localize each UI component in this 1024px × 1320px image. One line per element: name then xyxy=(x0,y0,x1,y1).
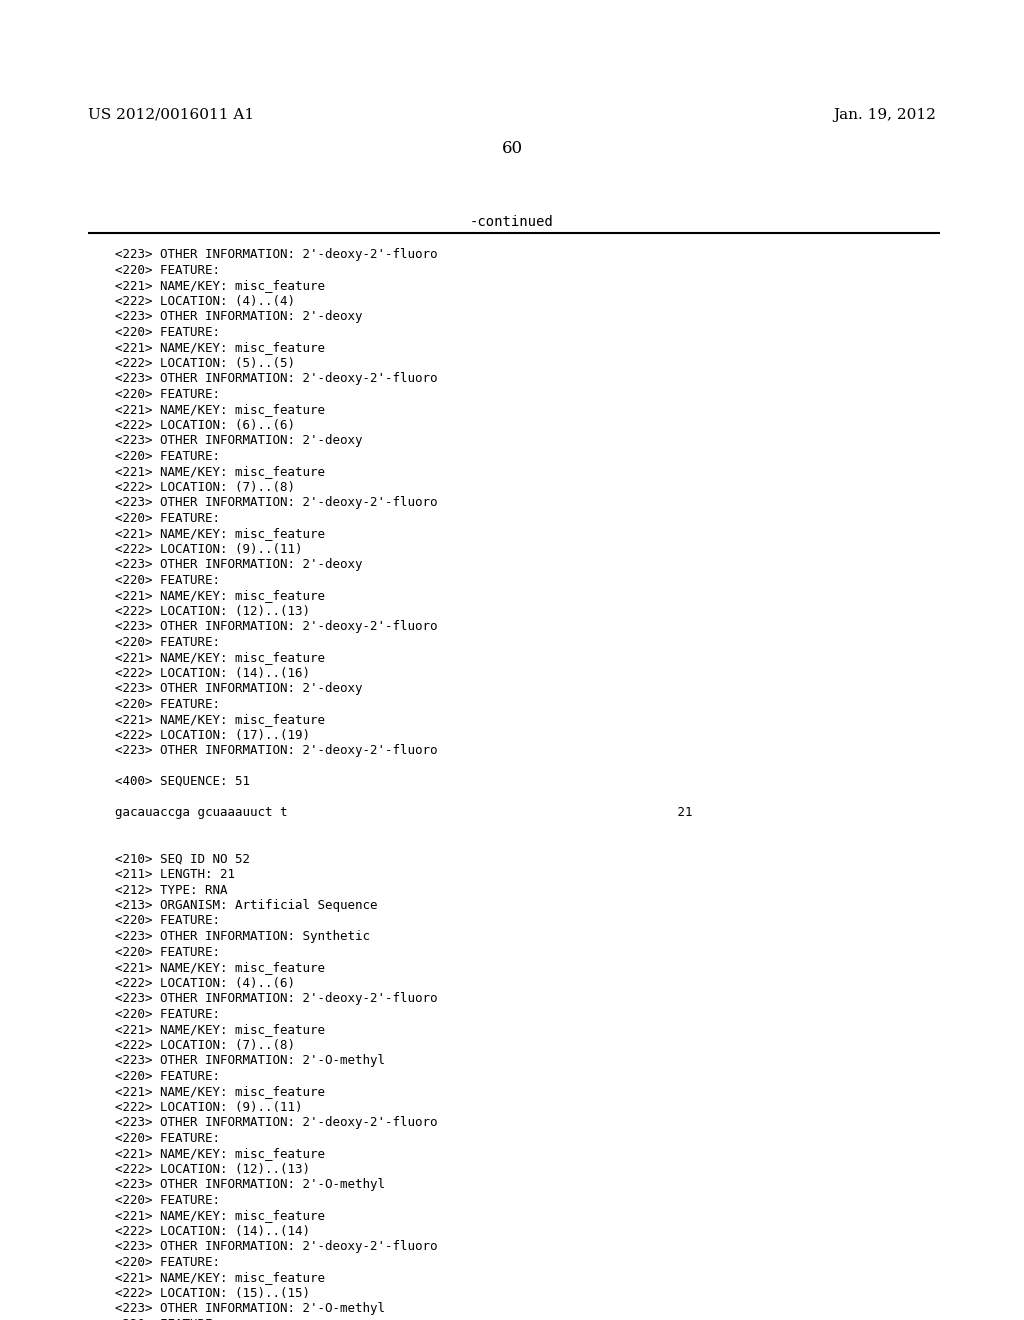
Text: <220> FEATURE:: <220> FEATURE: xyxy=(115,1069,220,1082)
Text: <223> OTHER INFORMATION: 2'-deoxy-2'-fluoro: <223> OTHER INFORMATION: 2'-deoxy-2'-flu… xyxy=(115,993,437,1005)
Text: <221> NAME/KEY: misc_feature: <221> NAME/KEY: misc_feature xyxy=(115,1209,325,1222)
Text: <223> OTHER INFORMATION: 2'-deoxy-2'-fluoro: <223> OTHER INFORMATION: 2'-deoxy-2'-flu… xyxy=(115,620,437,634)
Text: <222> LOCATION: (9)..(11): <222> LOCATION: (9)..(11) xyxy=(115,543,302,556)
Text: <223> OTHER INFORMATION: Synthetic: <223> OTHER INFORMATION: Synthetic xyxy=(115,931,370,942)
Text: gacauaccga gcuaaauuct t                                                    21: gacauaccga gcuaaauuct t 21 xyxy=(115,807,692,818)
Text: <222> LOCATION: (14)..(14): <222> LOCATION: (14)..(14) xyxy=(115,1225,310,1238)
Text: <221> NAME/KEY: misc_feature: <221> NAME/KEY: misc_feature xyxy=(115,403,325,416)
Text: <220> FEATURE:: <220> FEATURE: xyxy=(115,450,220,462)
Text: <220> FEATURE:: <220> FEATURE: xyxy=(115,1255,220,1269)
Text: <221> NAME/KEY: misc_feature: <221> NAME/KEY: misc_feature xyxy=(115,589,325,602)
Text: <223> OTHER INFORMATION: 2'-O-methyl: <223> OTHER INFORMATION: 2'-O-methyl xyxy=(115,1053,385,1067)
Text: <212> TYPE: RNA: <212> TYPE: RNA xyxy=(115,883,227,896)
Text: <221> NAME/KEY: misc_feature: <221> NAME/KEY: misc_feature xyxy=(115,527,325,540)
Text: <220> FEATURE:: <220> FEATURE: xyxy=(115,573,220,586)
Text: <222> LOCATION: (15)..(15): <222> LOCATION: (15)..(15) xyxy=(115,1287,310,1299)
Text: <400> SEQUENCE: 51: <400> SEQUENCE: 51 xyxy=(115,775,250,788)
Text: <223> OTHER INFORMATION: 2'-deoxy-2'-fluoro: <223> OTHER INFORMATION: 2'-deoxy-2'-flu… xyxy=(115,496,437,510)
Text: <222> LOCATION: (7)..(8): <222> LOCATION: (7)..(8) xyxy=(115,1039,295,1052)
Text: <220> FEATURE:: <220> FEATURE: xyxy=(115,1317,220,1320)
Text: <221> NAME/KEY: misc_feature: <221> NAME/KEY: misc_feature xyxy=(115,1023,325,1036)
Text: <223> OTHER INFORMATION: 2'-deoxy: <223> OTHER INFORMATION: 2'-deoxy xyxy=(115,558,362,572)
Text: <223> OTHER INFORMATION: 2'-O-methyl: <223> OTHER INFORMATION: 2'-O-methyl xyxy=(115,1177,385,1191)
Text: <223> OTHER INFORMATION: 2'-deoxy-2'-fluoro: <223> OTHER INFORMATION: 2'-deoxy-2'-flu… xyxy=(115,1239,437,1253)
Text: <220> FEATURE:: <220> FEATURE: xyxy=(115,511,220,524)
Text: <210> SEQ ID NO 52: <210> SEQ ID NO 52 xyxy=(115,853,250,866)
Text: <222> LOCATION: (14)..(16): <222> LOCATION: (14)..(16) xyxy=(115,667,310,680)
Text: <223> OTHER INFORMATION: 2'-deoxy: <223> OTHER INFORMATION: 2'-deoxy xyxy=(115,682,362,696)
Text: <222> LOCATION: (5)..(5): <222> LOCATION: (5)..(5) xyxy=(115,356,295,370)
Text: -continued: -continued xyxy=(470,215,554,228)
Text: <223> OTHER INFORMATION: 2'-deoxy: <223> OTHER INFORMATION: 2'-deoxy xyxy=(115,310,362,323)
Text: <223> OTHER INFORMATION: 2'-O-methyl: <223> OTHER INFORMATION: 2'-O-methyl xyxy=(115,1302,385,1315)
Text: <220> FEATURE:: <220> FEATURE: xyxy=(115,945,220,958)
Text: 60: 60 xyxy=(502,140,522,157)
Text: <222> LOCATION: (7)..(8): <222> LOCATION: (7)..(8) xyxy=(115,480,295,494)
Text: <220> FEATURE:: <220> FEATURE: xyxy=(115,1193,220,1206)
Text: <221> NAME/KEY: misc_feature: <221> NAME/KEY: misc_feature xyxy=(115,1085,325,1098)
Text: <221> NAME/KEY: misc_feature: <221> NAME/KEY: misc_feature xyxy=(115,1147,325,1160)
Text: <222> LOCATION: (9)..(11): <222> LOCATION: (9)..(11) xyxy=(115,1101,302,1114)
Text: <223> OTHER INFORMATION: 2'-deoxy-2'-fluoro: <223> OTHER INFORMATION: 2'-deoxy-2'-flu… xyxy=(115,1115,437,1129)
Text: <221> NAME/KEY: misc_feature: <221> NAME/KEY: misc_feature xyxy=(115,961,325,974)
Text: <223> OTHER INFORMATION: 2'-deoxy-2'-fluoro: <223> OTHER INFORMATION: 2'-deoxy-2'-flu… xyxy=(115,744,437,756)
Text: <222> LOCATION: (17)..(19): <222> LOCATION: (17)..(19) xyxy=(115,729,310,742)
Text: <221> NAME/KEY: misc_feature: <221> NAME/KEY: misc_feature xyxy=(115,651,325,664)
Text: US 2012/0016011 A1: US 2012/0016011 A1 xyxy=(88,108,254,121)
Text: <220> FEATURE:: <220> FEATURE: xyxy=(115,915,220,928)
Text: <221> NAME/KEY: misc_feature: <221> NAME/KEY: misc_feature xyxy=(115,713,325,726)
Text: <220> FEATURE:: <220> FEATURE: xyxy=(115,264,220,276)
Text: <221> NAME/KEY: misc_feature: <221> NAME/KEY: misc_feature xyxy=(115,341,325,354)
Text: <221> NAME/KEY: misc_feature: <221> NAME/KEY: misc_feature xyxy=(115,465,325,478)
Text: <223> OTHER INFORMATION: 2'-deoxy-2'-fluoro: <223> OTHER INFORMATION: 2'-deoxy-2'-flu… xyxy=(115,372,437,385)
Text: <211> LENGTH: 21: <211> LENGTH: 21 xyxy=(115,869,234,880)
Text: Jan. 19, 2012: Jan. 19, 2012 xyxy=(834,108,936,121)
Text: <223> OTHER INFORMATION: 2'-deoxy: <223> OTHER INFORMATION: 2'-deoxy xyxy=(115,434,362,447)
Text: <220> FEATURE:: <220> FEATURE: xyxy=(115,326,220,338)
Text: <222> LOCATION: (6)..(6): <222> LOCATION: (6)..(6) xyxy=(115,418,295,432)
Text: <220> FEATURE:: <220> FEATURE: xyxy=(115,1007,220,1020)
Text: <213> ORGANISM: Artificial Sequence: <213> ORGANISM: Artificial Sequence xyxy=(115,899,378,912)
Text: <220> FEATURE:: <220> FEATURE: xyxy=(115,635,220,648)
Text: <222> LOCATION: (4)..(6): <222> LOCATION: (4)..(6) xyxy=(115,977,295,990)
Text: <220> FEATURE:: <220> FEATURE: xyxy=(115,697,220,710)
Text: <221> NAME/KEY: misc_feature: <221> NAME/KEY: misc_feature xyxy=(115,1271,325,1284)
Text: <220> FEATURE:: <220> FEATURE: xyxy=(115,1131,220,1144)
Text: <222> LOCATION: (12)..(13): <222> LOCATION: (12)..(13) xyxy=(115,605,310,618)
Text: <223> OTHER INFORMATION: 2'-deoxy-2'-fluoro: <223> OTHER INFORMATION: 2'-deoxy-2'-flu… xyxy=(115,248,437,261)
Text: <222> LOCATION: (4)..(4): <222> LOCATION: (4)..(4) xyxy=(115,294,295,308)
Text: <222> LOCATION: (12)..(13): <222> LOCATION: (12)..(13) xyxy=(115,1163,310,1176)
Text: <221> NAME/KEY: misc_feature: <221> NAME/KEY: misc_feature xyxy=(115,279,325,292)
Text: <220> FEATURE:: <220> FEATURE: xyxy=(115,388,220,400)
